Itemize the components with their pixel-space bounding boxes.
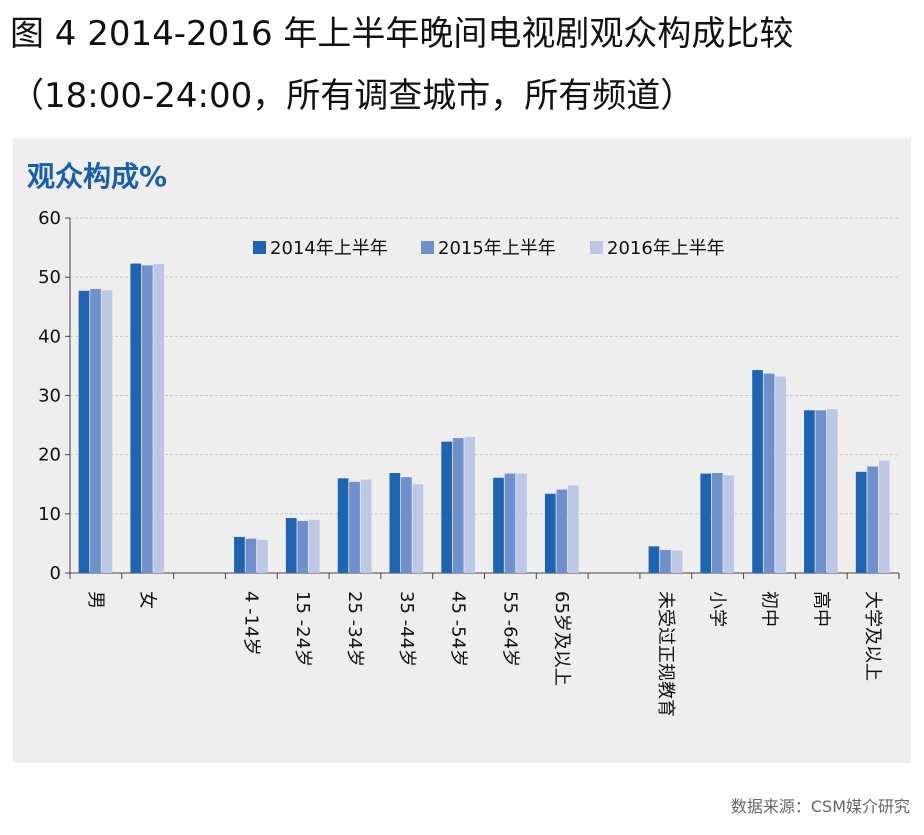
y-tick-label: 60 xyxy=(38,208,61,229)
bar xyxy=(775,376,786,573)
chart-panel: 观众构成% 0 10 20 30 40 50 60 男 女 4 -14岁 15 -24岁 25 -34岁… xyxy=(13,138,911,763)
bar xyxy=(567,485,579,573)
bar xyxy=(516,473,527,573)
bar xyxy=(78,290,90,573)
legend-swatch xyxy=(590,241,603,254)
bar xyxy=(308,519,320,573)
x-category-label: 4 -14岁 xyxy=(240,591,261,656)
bar xyxy=(711,473,723,573)
legend-label: 2016年上半年 xyxy=(607,238,725,259)
bar xyxy=(401,477,412,573)
bar xyxy=(544,493,556,573)
bar xyxy=(130,263,142,573)
bar-chart: 观众构成% 0 10 20 30 40 50 60 男 女 4 -14岁 15 -24岁 25 -34岁… xyxy=(27,160,900,717)
y-tick-label: 30 xyxy=(38,386,61,407)
x-category-label: 65岁及以上 xyxy=(551,591,572,686)
bar xyxy=(752,370,763,573)
bar xyxy=(441,441,453,573)
data-source: 数据来源：CSM媒介研究 xyxy=(730,797,910,816)
bar xyxy=(285,517,297,573)
y-tick-label: 0 xyxy=(50,563,61,584)
x-category-label: 男 xyxy=(85,591,106,609)
y-tick-label: 50 xyxy=(38,267,61,288)
bar xyxy=(257,539,268,573)
bar xyxy=(648,546,660,573)
bar xyxy=(556,489,568,573)
bar xyxy=(360,479,372,573)
x-category-label: 45 -54岁 xyxy=(448,591,469,667)
bar xyxy=(90,289,101,573)
bar xyxy=(349,481,360,573)
bar xyxy=(878,460,890,573)
x-category-label: 小学 xyxy=(707,591,728,627)
x-category-label: 15 -24岁 xyxy=(292,591,313,667)
x-category-label: 高中 xyxy=(810,591,831,627)
bar xyxy=(504,473,516,573)
legend-swatch xyxy=(253,241,266,254)
bar xyxy=(855,471,867,573)
bar xyxy=(671,550,683,573)
bar xyxy=(412,484,424,573)
bar xyxy=(245,538,257,573)
bar xyxy=(464,436,476,573)
bar xyxy=(493,477,504,573)
bar xyxy=(804,410,815,573)
legend-swatch xyxy=(421,241,434,254)
y-tick-label: 20 xyxy=(38,445,61,466)
bar xyxy=(763,373,775,573)
x-category-label: 未受过正规教育 xyxy=(655,591,676,717)
legend-label: 2014年上半年 xyxy=(270,238,388,259)
bar xyxy=(452,438,464,573)
bar xyxy=(141,265,153,573)
y-tick-label: 40 xyxy=(38,326,61,347)
bar xyxy=(153,264,165,573)
x-category-label: 55 -64岁 xyxy=(499,591,520,667)
bar xyxy=(815,410,827,573)
x-category-label: 女 xyxy=(137,591,158,609)
bar xyxy=(389,473,401,573)
chart-title: 图 4 2014-2016 年上半年晚间电视剧观众构成比较 xyxy=(10,14,794,54)
bar xyxy=(700,473,712,573)
bar xyxy=(827,409,838,573)
chart-subtitle: （18:00-24:00，所有调查城市，所有频道） xyxy=(10,76,695,116)
bar xyxy=(297,520,309,573)
bar xyxy=(723,475,735,573)
x-category-label: 大学及以上 xyxy=(862,591,883,681)
bar xyxy=(660,549,671,573)
y-axis-title: 观众构成% xyxy=(27,160,167,193)
y-tick-label: 10 xyxy=(38,504,61,525)
x-category-label: 25 -34岁 xyxy=(344,591,365,667)
bar xyxy=(101,290,113,573)
bar xyxy=(337,478,349,573)
bar xyxy=(234,536,245,573)
x-category-label: 35 -44岁 xyxy=(396,591,417,667)
x-category-label: 初中 xyxy=(758,591,779,627)
bar xyxy=(867,466,879,573)
legend-label: 2015年上半年 xyxy=(438,238,556,259)
